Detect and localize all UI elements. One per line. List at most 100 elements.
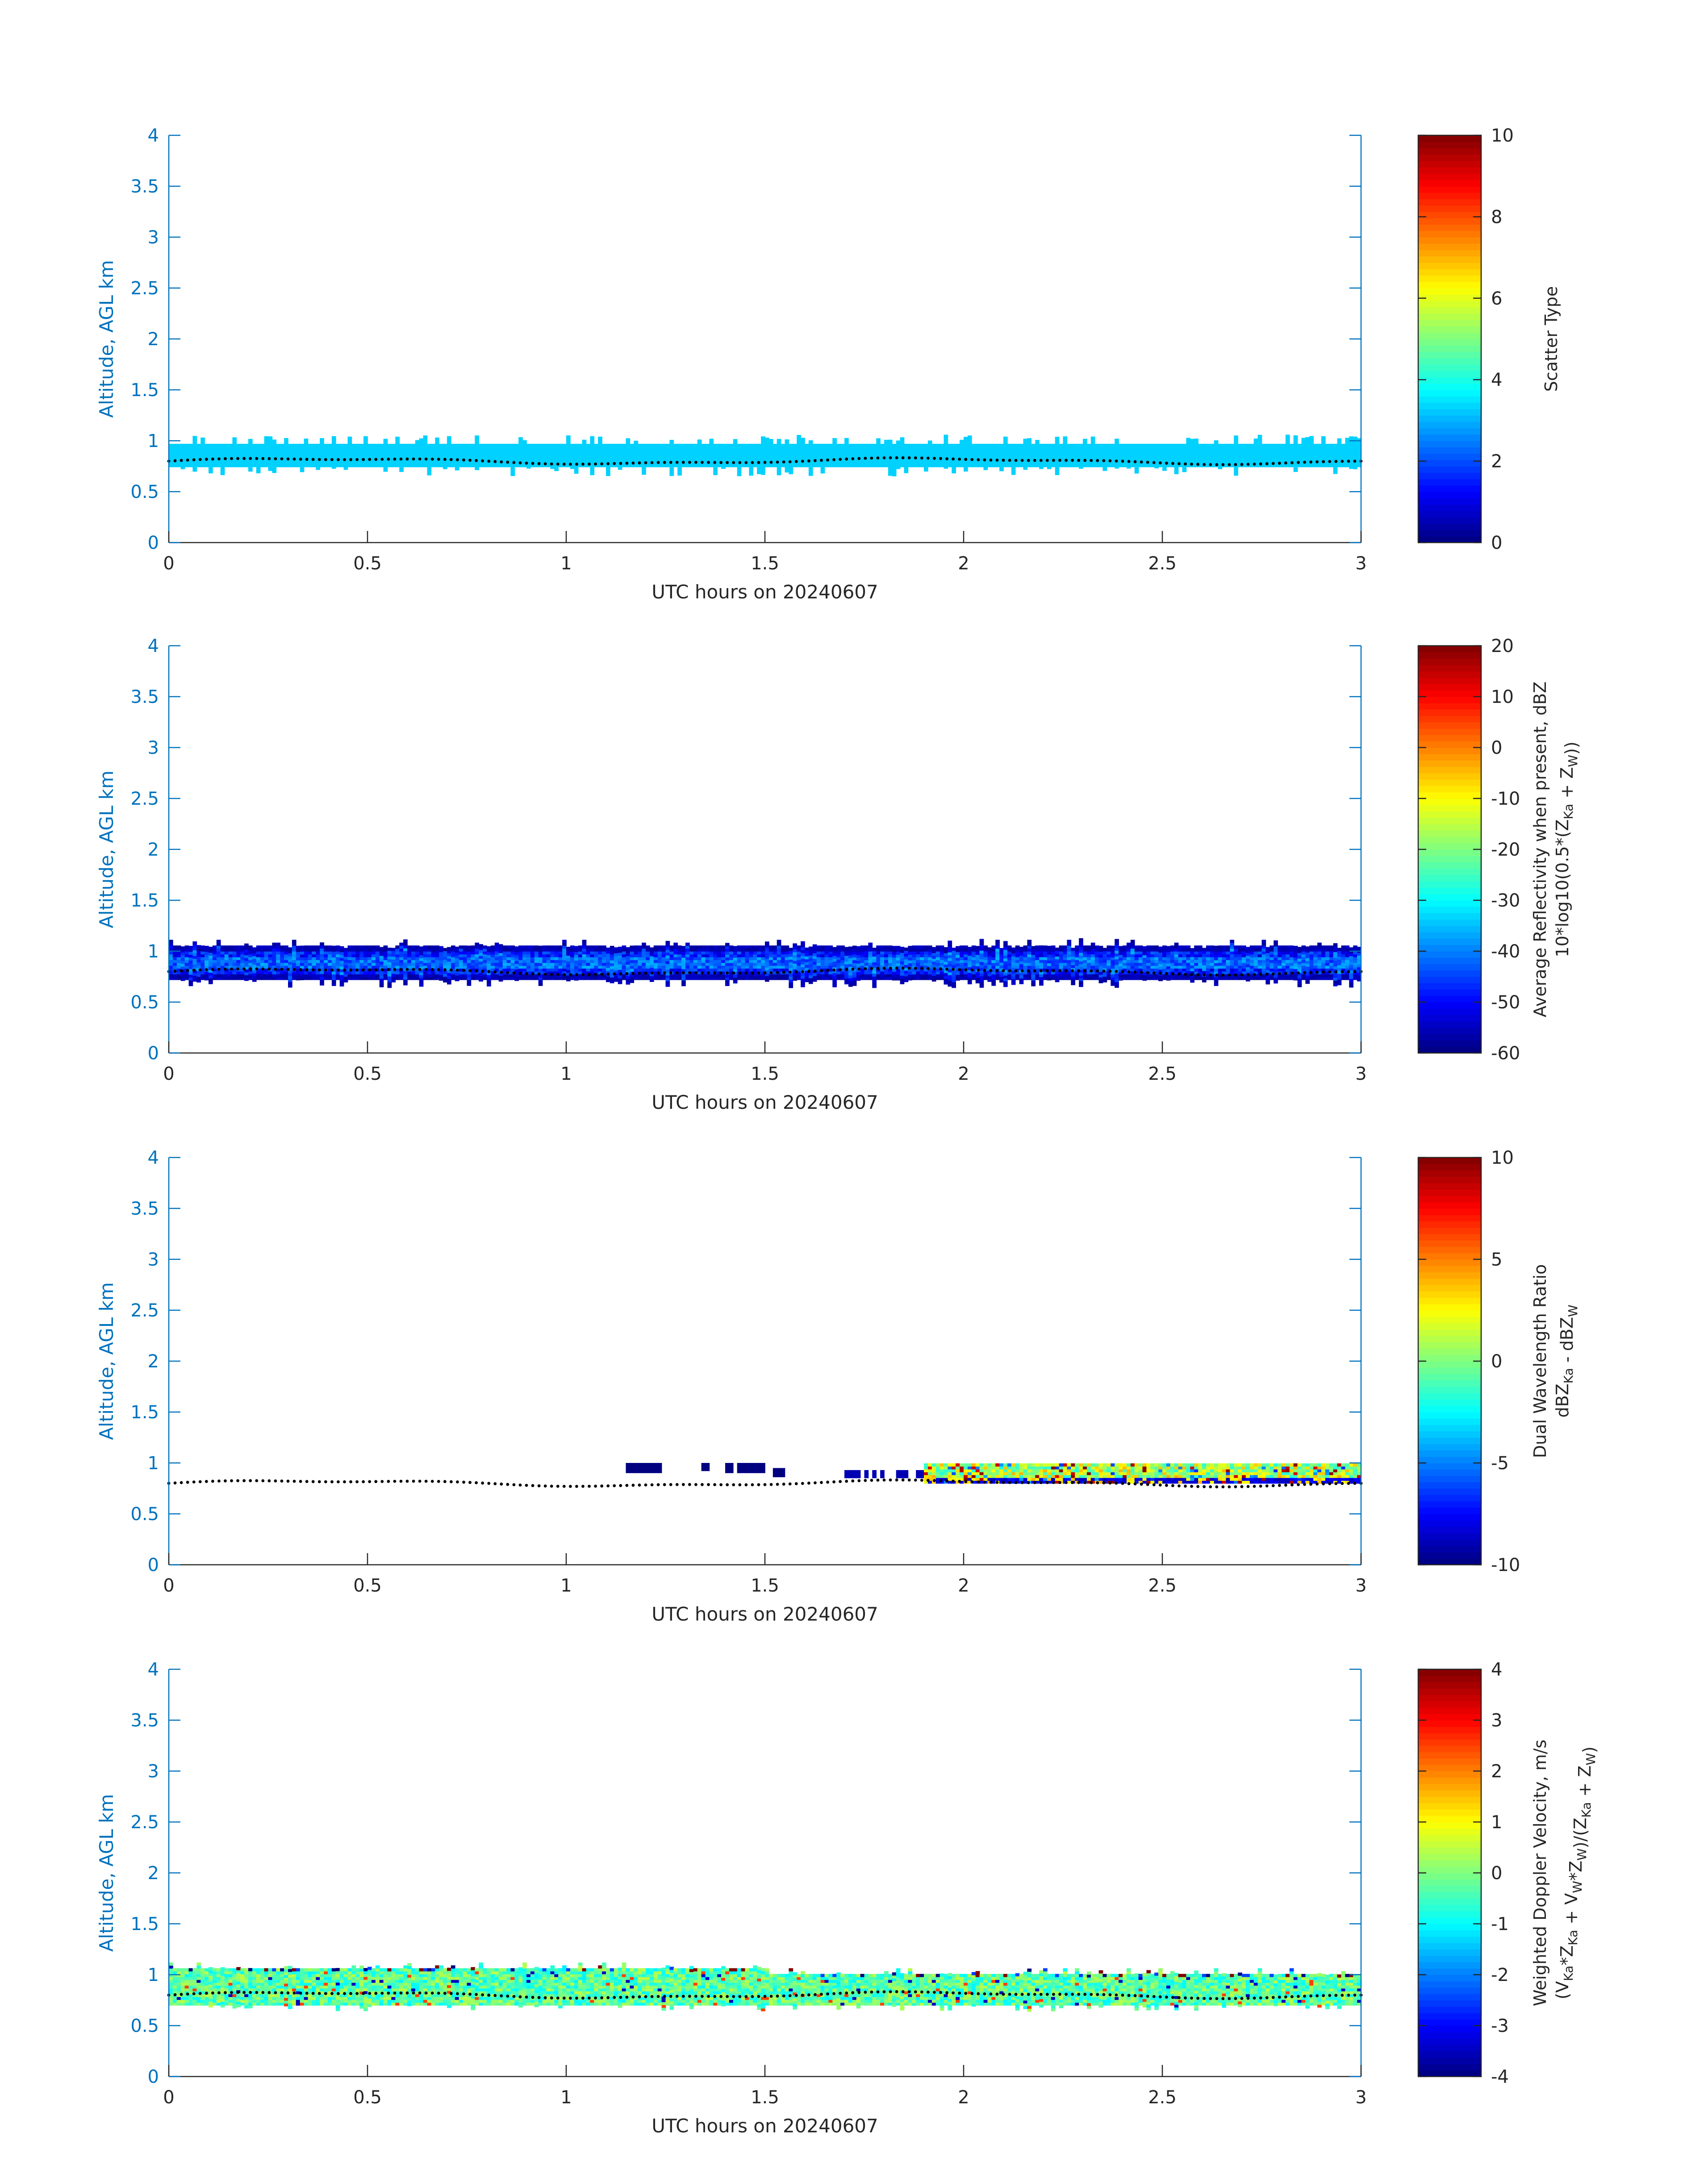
cell <box>379 443 384 468</box>
cell <box>940 962 944 966</box>
cell <box>737 945 742 949</box>
cell <box>757 977 761 980</box>
cell <box>1210 977 1215 980</box>
cell <box>1265 953 1270 956</box>
cell <box>983 971 988 974</box>
cell <box>272 974 277 978</box>
cell <box>1353 957 1357 960</box>
cell <box>1162 960 1167 963</box>
cell <box>1341 960 1346 963</box>
cell <box>172 957 177 960</box>
cell <box>1309 951 1314 955</box>
cell <box>1090 977 1095 980</box>
cell <box>1102 950 1107 954</box>
colorbar-swatch <box>1418 1034 1481 1041</box>
cell <box>1186 954 1191 957</box>
cell <box>1011 1469 1016 1472</box>
cell <box>1154 443 1159 468</box>
cell <box>586 951 591 955</box>
cell <box>1126 968 1131 972</box>
cell <box>1182 960 1187 963</box>
cell <box>1055 948 1060 951</box>
cell <box>578 960 583 963</box>
cell <box>856 1470 861 1479</box>
line-dot <box>864 456 867 460</box>
cell <box>935 960 940 963</box>
cell <box>471 945 476 949</box>
cell <box>1083 965 1087 969</box>
cell <box>1202 959 1207 963</box>
cell <box>991 1466 996 1470</box>
cell <box>471 977 476 980</box>
cell <box>927 1480 932 1484</box>
cell <box>610 949 614 952</box>
cell <box>387 973 392 977</box>
cell <box>983 1469 988 1472</box>
cell <box>983 962 988 966</box>
cell <box>888 954 893 957</box>
cell <box>228 971 233 974</box>
cell <box>1158 963 1163 967</box>
cell <box>558 977 563 980</box>
cell <box>514 946 519 950</box>
cell <box>912 960 916 963</box>
cell <box>1035 1472 1040 1475</box>
cell <box>677 951 682 955</box>
cell <box>725 945 730 949</box>
cell <box>884 971 889 974</box>
cell <box>816 971 821 974</box>
cell <box>987 950 992 953</box>
cell <box>789 982 793 986</box>
cell <box>773 951 777 955</box>
cell <box>630 977 635 980</box>
cell <box>828 954 833 957</box>
cell <box>908 963 913 966</box>
cell <box>1003 958 1008 961</box>
cell <box>701 951 706 955</box>
cell <box>1357 958 1361 961</box>
cell <box>1003 984 1008 987</box>
cell <box>948 983 952 987</box>
line-dot <box>1165 461 1168 465</box>
cell <box>1249 945 1254 949</box>
cell <box>209 966 213 970</box>
cell <box>912 965 916 969</box>
cell <box>550 962 555 966</box>
cell <box>860 957 865 960</box>
line-dot <box>895 966 898 970</box>
cell <box>999 1463 1004 1467</box>
cell <box>657 945 662 949</box>
cell <box>1138 974 1143 978</box>
cell <box>1333 977 1338 981</box>
cell <box>725 951 730 955</box>
cell <box>896 957 901 961</box>
cell <box>546 977 551 980</box>
cell <box>1214 982 1219 986</box>
cell <box>1138 948 1143 952</box>
cell <box>1349 958 1353 962</box>
line-dot <box>224 457 227 460</box>
cell <box>1071 982 1075 986</box>
cell <box>518 957 523 960</box>
cell <box>582 960 587 963</box>
colorbar-swatch <box>1418 938 1481 945</box>
cell <box>856 946 861 949</box>
cell <box>1007 965 1012 969</box>
cell <box>900 1470 905 1479</box>
cell <box>1349 961 1353 965</box>
cell <box>1265 969 1270 973</box>
cell <box>1293 963 1298 966</box>
cell <box>1166 977 1171 981</box>
cell <box>502 977 507 980</box>
colorbar-swatch <box>1418 447 1481 454</box>
cell <box>828 968 833 972</box>
cell <box>960 974 964 978</box>
cell <box>554 443 559 471</box>
cell <box>590 954 595 957</box>
cell <box>1138 951 1143 955</box>
cell <box>1190 962 1194 966</box>
cell <box>808 969 813 973</box>
cell <box>1086 443 1091 468</box>
cell <box>1138 977 1143 980</box>
line-dot <box>1065 969 1068 973</box>
